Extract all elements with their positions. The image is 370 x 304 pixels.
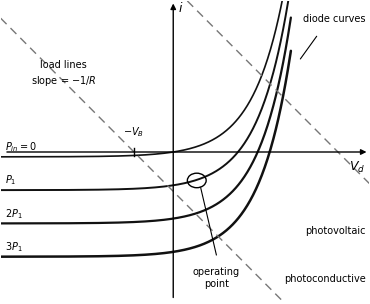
Text: $3P_1$: $3P_1$ [4,240,22,254]
Text: $P_{in} = 0$: $P_{in} = 0$ [4,140,37,154]
Text: $2P_1$: $2P_1$ [4,207,22,221]
Text: slope = $-1/R$: slope = $-1/R$ [31,74,96,88]
Text: operating
point: operating point [193,267,240,288]
Text: i: i [179,2,182,15]
Text: $P_1$: $P_1$ [4,174,16,187]
Text: $-V_B$: $-V_B$ [124,125,145,139]
Text: photovoltaic: photovoltaic [305,226,366,236]
Text: load lines: load lines [40,60,87,70]
Text: diode curves: diode curves [303,14,366,24]
Text: photoconductive: photoconductive [284,274,366,284]
Text: $V_d$: $V_d$ [349,160,366,175]
